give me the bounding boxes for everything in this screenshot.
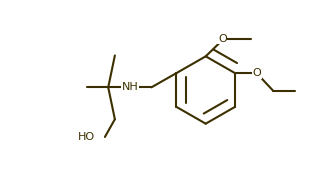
Text: O: O xyxy=(218,34,227,44)
Text: NH: NH xyxy=(122,82,138,92)
Text: HO: HO xyxy=(78,132,95,142)
Text: O: O xyxy=(252,68,261,78)
